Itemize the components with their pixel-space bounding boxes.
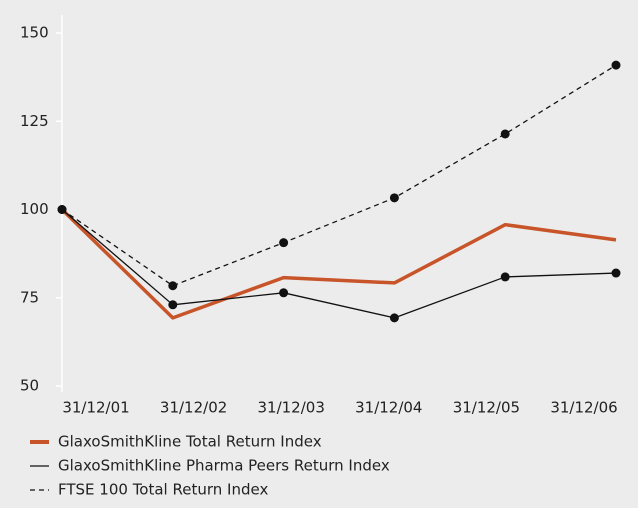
y-tick-label: 75 (20, 288, 39, 306)
y-tick-label: 150 (20, 24, 49, 42)
legend-label: GlaxoSmithKline Pharma Peers Return Inde… (58, 457, 390, 475)
y-tick-label: 100 (20, 200, 49, 218)
point (168, 281, 178, 291)
point (57, 205, 67, 214)
point (500, 129, 510, 139)
legend-label: FTSE 100 Total Return Index (58, 481, 268, 499)
point (168, 300, 178, 310)
point (500, 272, 510, 282)
x-tick-label: 31/12/01 (62, 399, 129, 417)
x-tick-label: 31/12/06 (550, 399, 617, 417)
point (279, 288, 289, 298)
y-tick-label: 125 (20, 112, 49, 130)
point (279, 238, 289, 248)
point (389, 313, 399, 323)
x-tick-label: 31/12/03 (258, 399, 325, 417)
legend-label: GlaxoSmithKline Total Return Index (58, 433, 322, 451)
point (611, 268, 621, 278)
point (611, 60, 621, 70)
series-line (61, 64, 617, 287)
y-tick-label: 50 (20, 377, 39, 395)
series-line (61, 209, 617, 319)
point (389, 193, 399, 203)
x-tick-label: 31/12/02 (160, 399, 227, 417)
series-line (60, 208, 617, 320)
x-tick-label: 31/12/05 (453, 399, 520, 417)
x-tick-label: 31/12/04 (355, 399, 422, 417)
